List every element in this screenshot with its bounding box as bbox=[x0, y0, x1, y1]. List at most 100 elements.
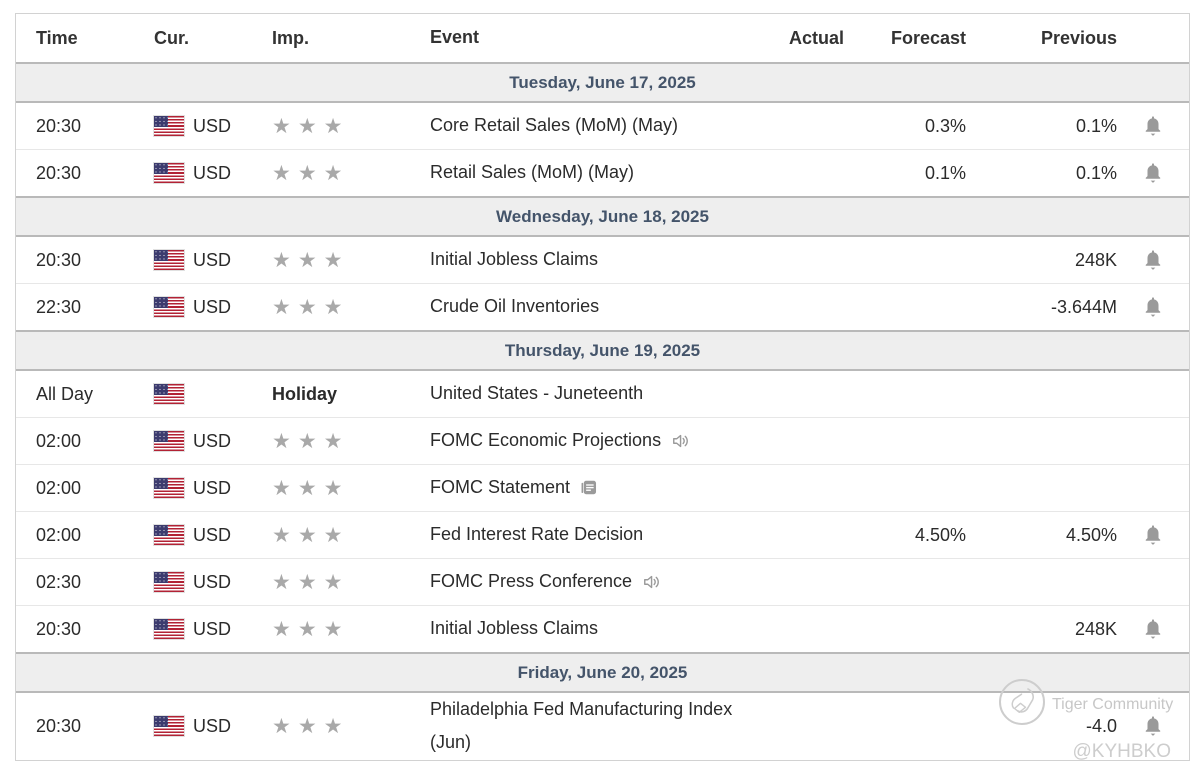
report-icon bbox=[579, 478, 598, 497]
currency-cell: USD bbox=[136, 297, 254, 318]
event-row[interactable]: 02:00 USD ★ ★ ★ FOMC Economic Projections bbox=[16, 418, 1189, 465]
event-row[interactable]: 20:30 USD ★ ★ ★ Retail Sales (MoM) (May) 0.1% 0… bbox=[16, 150, 1189, 196]
date-section-header: Thursday, June 19, 2025 bbox=[16, 330, 1189, 371]
currency-cell: USD bbox=[136, 431, 254, 452]
star-icon: ★ bbox=[297, 114, 317, 138]
importance-cell: ★ ★ ★ bbox=[254, 619, 412, 640]
star-icon: ★ bbox=[297, 523, 317, 547]
star-icon: ★ bbox=[297, 295, 317, 319]
event-cell: Initial Jobless Claims bbox=[412, 243, 754, 276]
currency-code: USD bbox=[193, 296, 232, 317]
alert-bell-icon bbox=[1145, 250, 1161, 270]
currency-cell: USD bbox=[136, 619, 254, 640]
importance-cell: ★ ★ ★ bbox=[254, 250, 412, 271]
star-icon: ★ bbox=[297, 248, 317, 272]
event-name[interactable]: Core Retail Sales (MoM) (May) bbox=[430, 115, 679, 136]
previous-value: -4.0 bbox=[1085, 715, 1117, 736]
alert-bell-button[interactable] bbox=[1117, 715, 1189, 737]
date-section-header: Wednesday, June 18, 2025 bbox=[16, 196, 1189, 237]
currency-cell: USD bbox=[136, 478, 254, 499]
event-row[interactable]: 20:30 USD ★ ★ ★ Core Retail Sales (MoM) (May)… bbox=[16, 103, 1189, 150]
us-flag-icon bbox=[154, 384, 184, 404]
star-icon: ★ bbox=[323, 523, 343, 547]
time-cell: 20:30 bbox=[36, 115, 82, 136]
star-icon: ★ bbox=[272, 161, 291, 185]
star-icon: ★ bbox=[297, 570, 317, 594]
star-icon: ★ bbox=[297, 161, 317, 185]
star-icon: ★ bbox=[297, 617, 317, 641]
star-icon: ★ bbox=[323, 570, 343, 594]
event-row[interactable]: 20:30 USD ★ ★ ★ Initial Jobless Claims 248K bbox=[16, 606, 1189, 652]
currency-cell: USD bbox=[136, 716, 254, 737]
alert-bell-button[interactable] bbox=[1117, 296, 1189, 318]
holiday-label: Holiday bbox=[272, 383, 338, 404]
event-row[interactable]: 20:30 USD ★ ★ ★ Initial Jobless Claims 248K bbox=[16, 237, 1189, 284]
currency-code: USD bbox=[193, 524, 232, 545]
alert-bell-button[interactable] bbox=[1117, 618, 1189, 640]
star-icon: ★ bbox=[323, 295, 343, 319]
importance-cell: ★ ★ ★ bbox=[254, 431, 412, 452]
time-cell: 20:30 bbox=[36, 162, 82, 183]
previous-value: 0.1% bbox=[1075, 162, 1117, 183]
event-cell: United States - Juneteenth bbox=[412, 377, 754, 410]
event-row[interactable]: 02:00 USD ★ ★ ★ Fed Interest Rate Decision 4.5… bbox=[16, 512, 1189, 559]
event-name[interactable]: Initial Jobless Claims bbox=[430, 249, 599, 270]
star-icon: ★ bbox=[272, 114, 291, 138]
us-flag-icon bbox=[154, 525, 184, 545]
event-name[interactable]: FOMC Statement bbox=[430, 477, 571, 498]
event-name[interactable]: Initial Jobless Claims bbox=[430, 618, 599, 639]
event-name[interactable]: FOMC Economic Projections bbox=[430, 430, 662, 451]
us-flag-icon bbox=[154, 478, 184, 498]
previous-value: 248K bbox=[1074, 618, 1117, 639]
event-row[interactable]: 02:00 USD ★ ★ ★ FOMC Statement bbox=[16, 465, 1189, 512]
col-header-time: Time bbox=[36, 27, 78, 48]
star-icon: ★ bbox=[272, 476, 291, 500]
star-icon: ★ bbox=[272, 617, 291, 641]
event-row[interactable]: 22:30 USD ★ ★ ★ Crude Oil Inventories -3.644M bbox=[16, 284, 1189, 330]
alert-bell-icon bbox=[1145, 163, 1161, 183]
importance-cell: ★ ★ ★ bbox=[254, 116, 412, 137]
event-name[interactable]: United States - Juneteenth bbox=[430, 383, 644, 404]
currency-cell: USD bbox=[136, 525, 254, 546]
alert-bell-button[interactable] bbox=[1117, 524, 1189, 546]
col-header-forecast: Forecast bbox=[890, 27, 966, 48]
event-name[interactable]: Fed Interest Rate Decision bbox=[430, 524, 644, 545]
us-flag-icon bbox=[154, 431, 184, 451]
event-cell: Initial Jobless Claims bbox=[412, 612, 754, 645]
time-cell: 20:30 bbox=[36, 618, 82, 639]
event-name[interactable]: Crude Oil Inventories bbox=[430, 296, 600, 317]
event-name[interactable]: Philadelphia Fed Manufacturing Index (Ju… bbox=[430, 699, 733, 753]
importance-cell: ★ ★ ★ bbox=[254, 572, 412, 593]
table-header-row: Time Cur. Imp. Event Actual Forecast Pre… bbox=[16, 14, 1189, 62]
event-row[interactable]: 02:30 USD ★ ★ ★ FOMC Press Conference bbox=[16, 559, 1189, 606]
time-cell: 20:30 bbox=[36, 715, 82, 736]
currency-code: USD bbox=[193, 249, 232, 270]
time-cell: 02:00 bbox=[36, 477, 82, 498]
date-section-header: Friday, June 20, 2025 bbox=[16, 652, 1189, 693]
us-flag-icon bbox=[154, 116, 184, 136]
importance-cell: ★ ★ ★ bbox=[254, 525, 412, 546]
alert-bell-icon bbox=[1145, 619, 1161, 639]
time-cell: 02:00 bbox=[36, 524, 82, 545]
previous-value: 0.1% bbox=[1075, 115, 1117, 136]
event-row[interactable]: All Day Holiday United States - Juneteenth bbox=[16, 371, 1189, 418]
currency-code: USD bbox=[193, 477, 232, 498]
currency-code: USD bbox=[193, 715, 232, 736]
speaker-icon bbox=[670, 431, 690, 451]
alert-bell-button[interactable] bbox=[1117, 115, 1189, 137]
star-icon: ★ bbox=[323, 429, 343, 453]
star-icon: ★ bbox=[272, 429, 291, 453]
star-icon: ★ bbox=[272, 248, 291, 272]
event-cell: Core Retail Sales (MoM) (May) bbox=[412, 109, 754, 142]
alert-bell-button[interactable] bbox=[1117, 249, 1189, 271]
event-name[interactable]: FOMC Press Conference bbox=[430, 571, 633, 592]
event-name[interactable]: Retail Sales (MoM) (May) bbox=[430, 162, 635, 183]
currency-code: USD bbox=[193, 115, 232, 136]
star-icon: ★ bbox=[272, 295, 291, 319]
time-cell: 22:30 bbox=[36, 296, 82, 317]
alert-bell-button[interactable] bbox=[1117, 162, 1189, 184]
event-row[interactable]: 20:30 USD ★ ★ ★ Philadelphia Fed Manufacturin… bbox=[16, 693, 1189, 760]
previous-value: -3.644M bbox=[1050, 296, 1117, 317]
forecast-value: 4.50% bbox=[914, 524, 966, 545]
star-icon: ★ bbox=[272, 570, 291, 594]
